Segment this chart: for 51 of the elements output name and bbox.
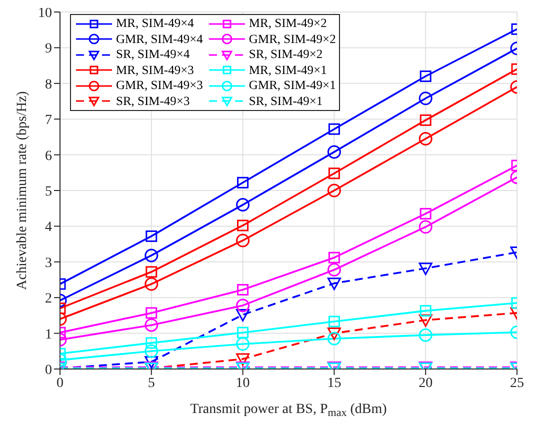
point: [327, 328, 341, 340]
legend-label: MR, SIM-49×4: [116, 16, 194, 32]
point: [236, 298, 250, 312]
point: [328, 123, 340, 135]
point: [327, 263, 341, 277]
legend-label: SR, SIM-49×2: [248, 47, 323, 62]
y-tick-label: 9: [45, 42, 52, 57]
legend-label: GMR, SIM-49×3: [116, 78, 203, 94]
y-tick-label: 2: [45, 292, 52, 307]
point: [328, 252, 340, 264]
y-tick-label: 4: [45, 220, 52, 236]
point: [237, 284, 249, 296]
point: [236, 198, 250, 212]
point: [328, 316, 340, 328]
x-tick-label: 5: [148, 376, 155, 391]
legend-label: GMR, SIM-49×4: [116, 32, 203, 47]
point: [236, 353, 250, 366]
point: [237, 220, 249, 232]
point: [328, 168, 340, 180]
y-tick-label: 8: [45, 77, 52, 92]
x-tick-label: 25: [510, 376, 524, 391]
y-tick-label: 1: [45, 327, 52, 342]
x-tick-label: 15: [327, 376, 342, 391]
point: [327, 332, 341, 346]
point: [236, 308, 250, 322]
legend-label: GMR, SIM-49×2: [248, 32, 336, 47]
y-tick-label: 10: [38, 6, 52, 21]
y-tick-label: 6: [45, 148, 52, 164]
legend-label: GMR, SIM-49×1: [248, 78, 336, 94]
x-tick-label: 0: [56, 376, 64, 391]
point: [236, 234, 250, 248]
legend-label: MR, SIM-49×1: [248, 62, 327, 78]
x-tick-label: 20: [418, 376, 433, 391]
x-tick-label: 10: [236, 376, 250, 391]
legend-label: MR, SIM-49×3: [116, 62, 194, 78]
point: [236, 337, 250, 351]
x-axis-title: Transmit power at BS, P$_{max}$ (dBm): [190, 402, 388, 420]
y-tick-label: 5: [45, 184, 52, 200]
point: [327, 184, 341, 198]
point: [327, 145, 341, 159]
y-tick-label: 3: [45, 256, 52, 271]
y-axis-title: Achievable minimum rate (bps/Hz): [15, 90, 30, 290]
y-tick-label: 0: [45, 362, 52, 378]
legend-label: SR, SIM-49×3: [116, 94, 190, 109]
legend-label: MR, SIM-49×2: [248, 16, 327, 32]
y-tick-label: 7: [45, 113, 52, 128]
point: [327, 278, 341, 290]
point: [237, 176, 249, 188]
point: [237, 326, 249, 338]
legend-label: SR, SIM-49×1: [248, 94, 323, 109]
legend-label: SR, SIM-49×4: [116, 47, 190, 62]
